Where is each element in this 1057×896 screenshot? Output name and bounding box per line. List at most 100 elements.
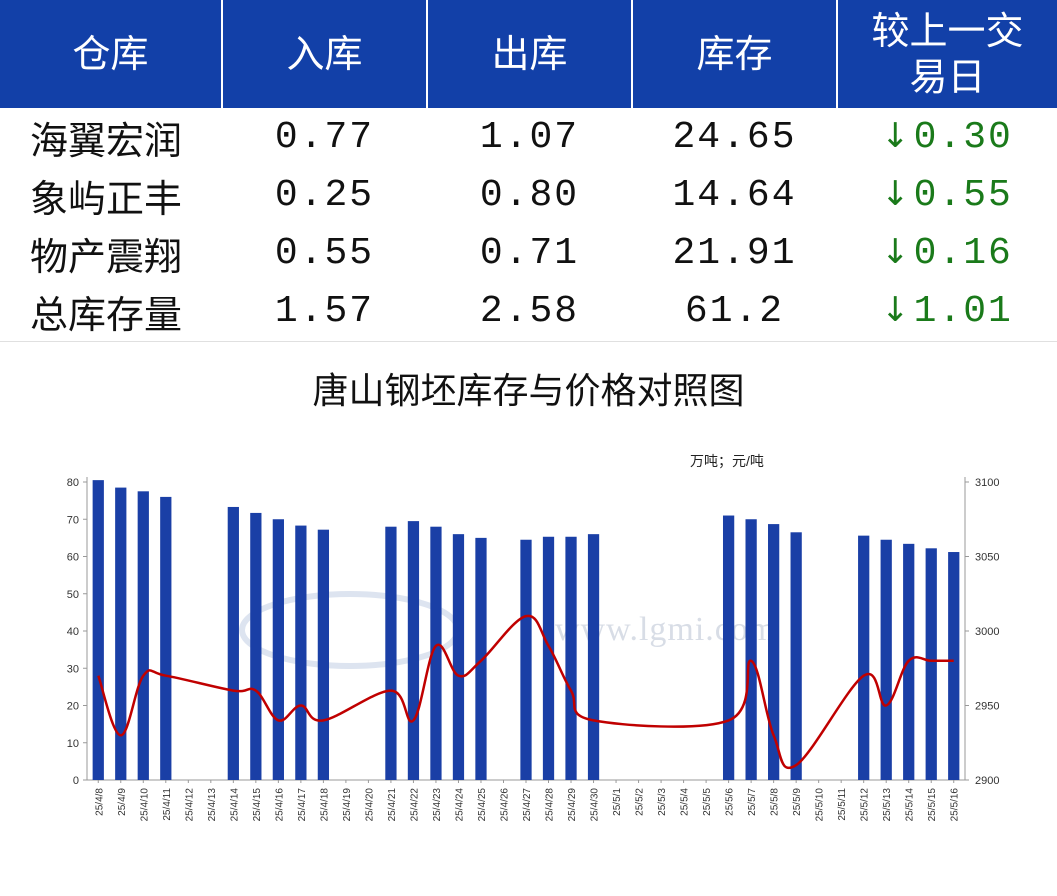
x-tick-label: 25/5/10 xyxy=(815,788,826,822)
chart-container: 唐山钢坯库存与价格对照图 www.lgmi.com 万吨；元/吨 0 10 20 30… xyxy=(0,341,1057,896)
x-tick-label: 25/4/22 xyxy=(409,788,420,822)
stock-value: 61.2 xyxy=(684,289,785,333)
x-tick-label: 25/4/11 xyxy=(162,788,173,821)
bar xyxy=(385,526,397,780)
x-tick-label: 25/5/16 xyxy=(950,788,961,822)
x-tick-label: 25/5/9 xyxy=(792,788,803,816)
bar xyxy=(317,529,330,780)
x-tick-label: 25/4/20 xyxy=(364,788,375,822)
inventory-table-container: 仓库 入库 出库 库存 较上一交易日 海翼宏润 0.77 1.07 24.65 … xyxy=(0,0,1057,340)
table-row: 象屿正丰 0.25 0.80 14.64 ↓ 0.55 xyxy=(0,166,1057,224)
x-tick-label: 25/4/9 xyxy=(117,788,128,816)
x-tick-label: 25/4/25 xyxy=(477,788,488,822)
arrow-down-icon: ↓ xyxy=(881,115,910,156)
table-row: 总库存量 1.57 2.58 61.2 ↓ 1.01 xyxy=(0,282,1057,340)
unit-label: 万吨；元/吨 xyxy=(690,453,764,470)
arrow-down-icon: ↓ xyxy=(881,173,910,214)
x-tick-label: 25/4/19 xyxy=(342,788,353,822)
table-header-row: 仓库 入库 出库 库存 较上一交易日 xyxy=(0,0,1057,108)
bar xyxy=(880,539,892,780)
table-row: 海翼宏润 0.77 1.07 24.65 ↓ 0.30 xyxy=(0,108,1057,166)
x-tick-label: 25/4/26 xyxy=(499,788,510,822)
bar xyxy=(948,552,960,780)
change-value: 1.01 xyxy=(913,289,1013,333)
x-tick-label: 25/4/27 xyxy=(522,788,533,822)
outbound-value: 0.71 xyxy=(479,231,580,275)
right-tick-label: 3000 xyxy=(975,626,999,638)
x-tick-label: 25/5/4 xyxy=(680,788,691,816)
stock-value: 21.91 xyxy=(672,231,797,275)
x-tick-label: 25/4/17 xyxy=(297,788,308,822)
x-tick-label: 25/4/21 xyxy=(387,788,398,822)
bar xyxy=(92,480,104,780)
x-tick-label: 25/5/8 xyxy=(770,788,781,816)
inbound-value: 1.57 xyxy=(274,289,375,333)
bar xyxy=(295,525,307,780)
warehouse-name: 总库存量 xyxy=(30,292,183,337)
left-tick-label: 20 xyxy=(67,701,79,713)
x-tick-label: 25/5/3 xyxy=(657,788,668,816)
change-value: 0.16 xyxy=(913,231,1013,275)
left-tick-label: 0 xyxy=(73,775,79,787)
x-tick-label: 25/5/1 xyxy=(612,788,623,816)
inbound-value: 0.55 xyxy=(274,231,375,275)
x-tick-label: 25/4/30 xyxy=(590,788,601,822)
left-tick-label: 10 xyxy=(67,738,79,750)
bar xyxy=(137,491,149,780)
x-tick-label: 25/4/13 xyxy=(207,788,218,822)
bar xyxy=(475,537,487,780)
x-tick-label: 25/5/11 xyxy=(837,788,848,821)
header-warehouse: 仓库 xyxy=(0,0,223,108)
x-tick-label: 25/5/2 xyxy=(635,788,646,816)
bar xyxy=(768,524,780,780)
arrow-down-icon: ↓ xyxy=(881,289,910,330)
arrow-down-icon: ↓ xyxy=(881,231,910,272)
change-cell: ↓ 1.01 xyxy=(837,282,1057,340)
price-line xyxy=(97,614,954,769)
change-cell: ↓ 0.16 xyxy=(837,224,1057,282)
change-cell: ↓ 0.55 xyxy=(837,166,1057,224)
header-stock: 库存 xyxy=(632,0,838,108)
header-inbound: 入库 xyxy=(222,0,428,108)
x-tick-label: 25/5/13 xyxy=(882,788,893,822)
x-tick-label: 25/4/8 xyxy=(94,788,105,816)
bar xyxy=(565,536,577,780)
warehouse-name: 象屿正丰 xyxy=(30,176,183,221)
outbound-value: 1.07 xyxy=(479,115,580,159)
warehouse-name: 海翼宏润 xyxy=(30,118,183,163)
bar xyxy=(520,539,532,780)
bar xyxy=(115,487,127,780)
chart-title: 唐山钢坯库存与价格对照图 xyxy=(312,371,745,412)
bar xyxy=(250,512,262,780)
right-tick-label: 2950 xyxy=(975,701,999,713)
bar xyxy=(790,532,802,780)
x-tick-label: 25/5/6 xyxy=(725,788,736,816)
left-tick-label: 50 xyxy=(67,589,79,601)
header-outbound: 出库 xyxy=(427,0,633,108)
x-tick-label: 25/5/7 xyxy=(747,788,758,816)
x-tick-label: 25/4/24 xyxy=(454,788,465,822)
x-tick-label: 25/5/14 xyxy=(905,788,916,822)
inventory-price-chart: www.lgmi.com 万吨；元/吨 01020304050607080290… xyxy=(67,453,1000,822)
inbound-value: 0.77 xyxy=(274,115,375,159)
bar xyxy=(722,515,735,780)
warehouse-name: 物产震翔 xyxy=(30,234,183,279)
x-tick-label: 25/4/15 xyxy=(252,788,263,822)
left-tick-label: 80 xyxy=(67,477,79,489)
bar xyxy=(160,496,172,780)
x-tick-label: 25/4/16 xyxy=(274,788,285,822)
x-tick-label: 25/4/14 xyxy=(229,788,240,822)
right-tick-label: 2900 xyxy=(975,775,999,787)
left-tick-label: 60 xyxy=(67,552,79,564)
x-tick-label: 25/5/15 xyxy=(927,788,938,822)
right-tick-label: 3100 xyxy=(975,477,999,489)
left-tick-label: 30 xyxy=(67,663,79,675)
x-tick-label: 25/4/12 xyxy=(184,788,195,822)
x-tick-label: 25/4/28 xyxy=(545,788,556,822)
x-tick-label: 25/5/12 xyxy=(860,788,871,822)
bar xyxy=(542,536,555,780)
header-change: 较上一交易日 xyxy=(837,0,1057,108)
bar xyxy=(745,519,757,780)
inbound-value: 0.25 xyxy=(274,173,375,217)
stock-value: 24.65 xyxy=(672,115,797,159)
